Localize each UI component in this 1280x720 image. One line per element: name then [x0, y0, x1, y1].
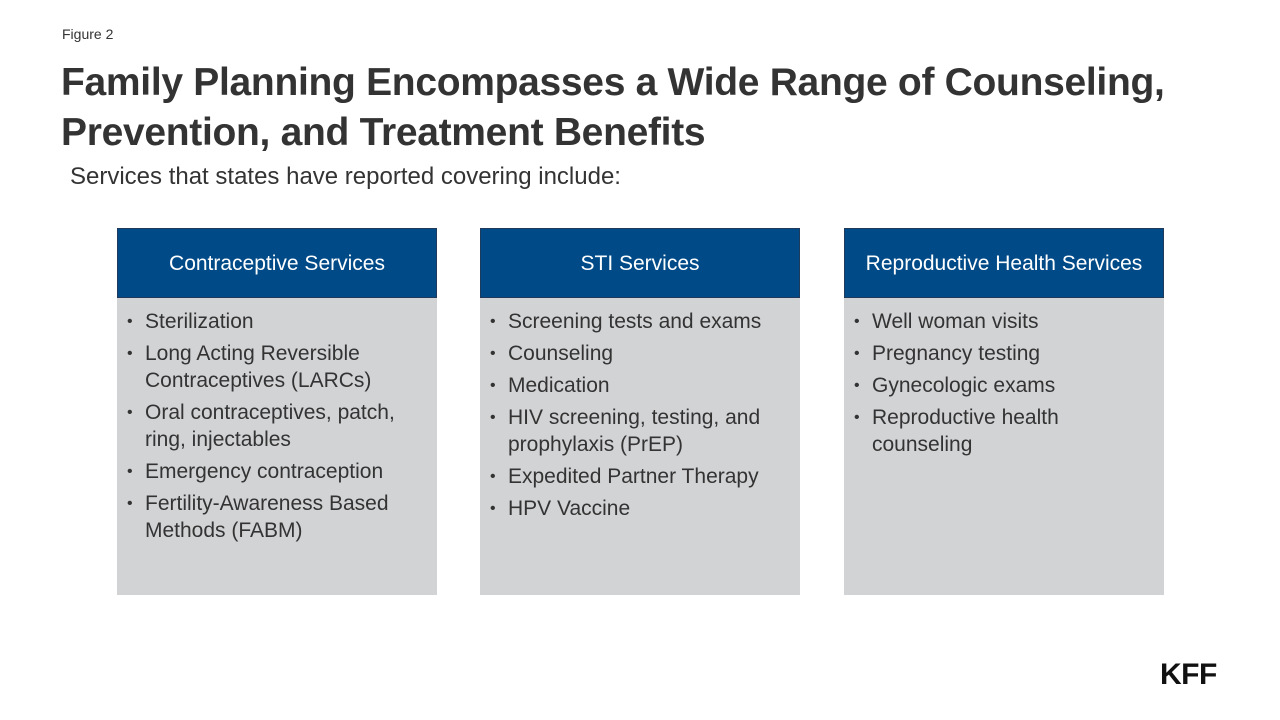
figure-label: Figure 2	[62, 26, 114, 42]
list-item: Reproductive health counseling	[854, 404, 1154, 458]
reproductive-health-services-card: Reproductive Health Services Well woman …	[844, 228, 1164, 595]
contraceptive-services-card: Contraceptive Services Sterilization Lon…	[117, 228, 437, 595]
list-item: Screening tests and exams	[490, 308, 790, 335]
list-item: Gynecologic exams	[854, 372, 1154, 399]
list-item: Medication	[490, 372, 790, 399]
card-header: Contraceptive Services	[117, 228, 437, 298]
list-item: Fertility-Awareness Based Methods (FABM)	[127, 490, 427, 544]
list-item: HPV Vaccine	[490, 495, 790, 522]
kff-logo: KFF	[1160, 658, 1217, 691]
list-item: Long Acting Reversible Contraceptives (L…	[127, 340, 427, 394]
service-list: Screening tests and exams Counseling Med…	[480, 298, 800, 522]
list-item: Expedited Partner Therapy	[490, 463, 790, 490]
list-item: Pregnancy testing	[854, 340, 1154, 367]
card-header: STI Services	[480, 228, 800, 298]
card-header: Reproductive Health Services	[844, 228, 1164, 298]
list-item: Oral contraceptives, patch, ring, inject…	[127, 399, 427, 453]
subtitle: Services that states have reported cover…	[70, 163, 621, 190]
list-item: HIV screening, testing, and prophylaxis …	[490, 404, 790, 458]
list-item: Sterilization	[127, 308, 427, 335]
list-item: Counseling	[490, 340, 790, 367]
list-item: Well woman visits	[854, 308, 1154, 335]
sti-services-card: STI Services Screening tests and exams C…	[480, 228, 800, 595]
page-title: Family Planning Encompasses a Wide Range…	[61, 61, 1165, 154]
service-list: Sterilization Long Acting Reversible Con…	[117, 298, 437, 544]
list-item: Emergency contraception	[127, 458, 427, 485]
service-list: Well woman visits Pregnancy testing Gyne…	[844, 298, 1164, 458]
